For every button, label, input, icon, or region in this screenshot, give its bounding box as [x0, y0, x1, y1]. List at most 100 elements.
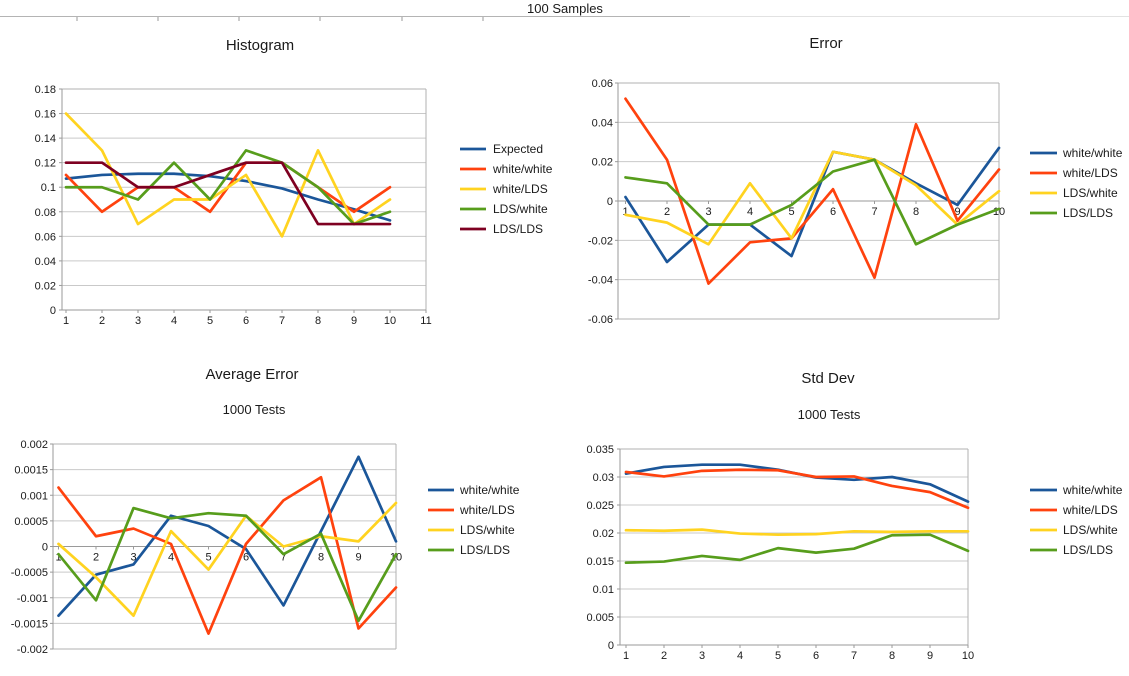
x-axis-label: 4	[747, 206, 753, 218]
series-line-white-white	[57, 455, 398, 618]
x-axis-label: 8	[889, 650, 895, 662]
y-axis-label: -0.002	[17, 644, 48, 656]
series-line-lds-lds	[624, 158, 1001, 246]
std-dev-subtitle: 1000 Tests	[797, 407, 861, 422]
x-axis-label: 2	[99, 315, 105, 327]
x-axis-label: 8	[913, 206, 919, 218]
y-axis-label: 0	[42, 542, 48, 554]
legend-label: white/LDS	[492, 182, 548, 196]
y-axis-label: 0.06	[35, 231, 56, 243]
y-axis-label: 0.12	[35, 158, 56, 170]
series-line-lds-lds	[57, 506, 398, 623]
legend-label: white/LDS	[459, 503, 515, 517]
series-line-lds-white	[624, 150, 1001, 246]
y-axis-label: -0.0015	[11, 618, 48, 630]
x-axis-label: 6	[243, 315, 249, 327]
series-line-white-lds	[57, 475, 398, 635]
x-axis-label: 6	[830, 206, 836, 218]
legend-label: LDS/white	[460, 523, 515, 537]
y-axis-label: 0.015	[586, 556, 614, 568]
x-axis-label: 9	[927, 650, 933, 662]
y-axis-label: 0.02	[593, 528, 614, 540]
legend-label: LDS/white	[493, 202, 548, 216]
y-axis-label: 0.035	[586, 444, 614, 456]
x-axis-label: 9	[351, 315, 357, 327]
x-axis-label: 1	[63, 315, 69, 327]
x-axis-label: 3	[699, 650, 705, 662]
std-dev-chart: 0 0.005 0.01 0.015 0.02 0.025 0.03 0.035 1 2 3 4 5 6 7…	[586, 444, 1122, 662]
legend-label: LDS/LDS	[460, 543, 510, 557]
x-axis-label: 7	[280, 552, 286, 564]
x-axis-label: 1	[623, 650, 629, 662]
series-line-white-lds	[64, 112, 392, 238]
x-axis-label: 9	[954, 206, 960, 218]
x-axis-label: 3	[135, 315, 141, 327]
x-axis-label: 5	[207, 315, 213, 327]
y-axis-label: 0	[50, 305, 56, 317]
y-axis-label: 0.14	[35, 133, 56, 145]
x-axis-label: 5	[788, 206, 794, 218]
y-axis-label: -0.001	[17, 593, 48, 605]
series-line-lds-white	[64, 149, 392, 226]
y-axis-label: -0.06	[588, 314, 613, 326]
legend-label: LDS/LDS	[1063, 206, 1113, 220]
legend-label: white/white	[1062, 146, 1123, 160]
legend-label: white/white	[1062, 483, 1123, 497]
y-axis-label: -0.04	[588, 275, 613, 287]
x-axis-label: 2	[661, 650, 667, 662]
y-axis-label: 0	[607, 196, 613, 208]
x-axis-label: 3	[130, 552, 136, 564]
y-axis-label: -0.02	[588, 235, 613, 247]
y-axis-label: 0.02	[35, 280, 56, 292]
x-axis-label: 4	[168, 552, 174, 564]
x-axis-label: 6	[243, 552, 249, 564]
average-error-chart: -0.002 -0.0015 -0.001 -0.0005 0 0.0005 0.001 0.…	[11, 439, 520, 656]
legend-label: LDS/LDS	[493, 222, 543, 236]
series-line-white-white	[624, 146, 1001, 264]
histogram-chart: 0 0.02 0.04 0.06 0.08 0.1 0.12 0.14 0.16 0.18 1 2 3 4…	[35, 84, 553, 327]
x-axis-label: 1	[622, 206, 628, 218]
page-title: 100 Samples	[527, 1, 603, 16]
legend-label: white/LDS	[1062, 166, 1118, 180]
average-error-subtitle: 1000 Tests	[222, 402, 286, 417]
x-axis-label: 7	[871, 206, 877, 218]
legend-label: white/white	[492, 162, 553, 176]
x-axis-label: 10	[962, 650, 974, 662]
x-axis-label: 4	[737, 650, 743, 662]
x-axis-label: 3	[705, 206, 711, 218]
y-axis-label: 0.025	[586, 500, 614, 512]
series-line-white-white	[624, 463, 970, 503]
x-axis-label: 5	[775, 650, 781, 662]
y-axis-label: 0.01	[593, 584, 614, 596]
series-line-white-lds	[624, 468, 970, 510]
y-axis-label: 0.16	[35, 109, 56, 121]
x-axis-label: 7	[851, 650, 857, 662]
legend-label: LDS/white	[1063, 186, 1118, 200]
y-axis-label: 0.005	[586, 612, 614, 624]
y-axis-label: -0.0005	[11, 567, 48, 579]
y-axis-label: 0.002	[20, 439, 48, 451]
x-axis-label: 8	[315, 315, 321, 327]
series-line-white-lds	[624, 97, 1001, 285]
y-axis-label: 0.03	[593, 472, 614, 484]
y-axis-label: 0.02	[592, 157, 613, 169]
std-dev-title: Std Dev	[801, 370, 855, 387]
legend-label: LDS/LDS	[1063, 543, 1113, 557]
average-error-title: Average Error	[205, 366, 299, 383]
x-axis-label: 11	[420, 315, 431, 327]
x-axis-label: 2	[664, 206, 670, 218]
x-axis-label: 2	[93, 552, 99, 564]
x-axis-label: 9	[355, 552, 361, 564]
legend-label: white/white	[459, 483, 520, 497]
y-axis-label: 0.04	[592, 117, 613, 129]
y-axis-label: 0.0005	[14, 516, 48, 528]
x-axis-label: 5	[205, 552, 211, 564]
y-axis-label: 0.08	[35, 207, 56, 219]
y-axis-label: 0.0015	[14, 465, 48, 477]
x-axis-label: 1	[55, 552, 61, 564]
legend-label: LDS/white	[1063, 523, 1118, 537]
error-title: Error	[809, 35, 843, 52]
